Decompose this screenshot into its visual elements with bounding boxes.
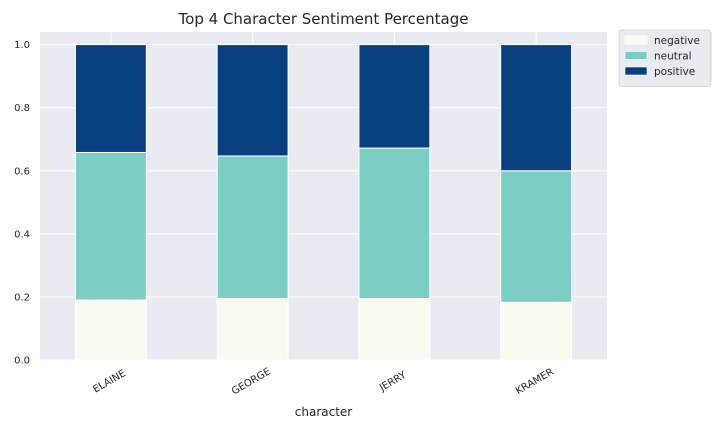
legend-label-neutral: neutral: [654, 51, 692, 63]
x-axis-ticks: ELAINE GEORGE JERRY KRAMER: [91, 366, 555, 397]
legend-swatch-positive: [624, 66, 648, 76]
y-tick-label: 0.2: [14, 292, 30, 303]
y-tick-label: 0.4: [14, 229, 30, 240]
y-axis-ticks: 0.0 0.2 0.4 0.6 0.8 1.0: [14, 40, 30, 366]
legend-label-negative: negative: [654, 35, 700, 47]
y-tick-label: 1.0: [14, 40, 30, 51]
x-tick-label: KRAMER: [514, 367, 556, 397]
legend: negative neutral positive: [618, 29, 712, 87]
x-tick-label: GEORGE: [230, 366, 273, 397]
bar-neutral-kramer: [500, 170, 573, 303]
bar-negative-kramer: [500, 301, 573, 361]
bar-neutral-jerry: [358, 147, 431, 299]
chart-title: Top 4 Character Sentiment Percentage: [178, 10, 469, 28]
bar-negative-jerry: [358, 298, 431, 361]
x-axis-label: character: [295, 405, 353, 419]
bar-positive-george: [216, 44, 289, 157]
bars: [74, 44, 573, 361]
bar-positive-jerry: [358, 44, 431, 149]
bar-negative-elaine: [74, 299, 147, 361]
bar-neutral-elaine: [74, 151, 147, 301]
legend-swatch-neutral: [624, 51, 648, 60]
bar-negative-george: [216, 298, 289, 361]
x-tick-label: JERRY: [377, 369, 409, 394]
legend-swatch-negative: [624, 35, 648, 45]
x-tick-label: ELAINE: [91, 368, 127, 395]
y-tick-label: 0.6: [14, 166, 30, 177]
legend-label-positive: positive: [654, 66, 695, 78]
bar-positive-kramer: [500, 44, 573, 172]
y-tick-label: 0.0: [14, 356, 30, 367]
y-tick-label: 0.8: [14, 103, 30, 114]
bar-neutral-george: [216, 155, 289, 299]
bar-positive-elaine: [74, 44, 147, 153]
